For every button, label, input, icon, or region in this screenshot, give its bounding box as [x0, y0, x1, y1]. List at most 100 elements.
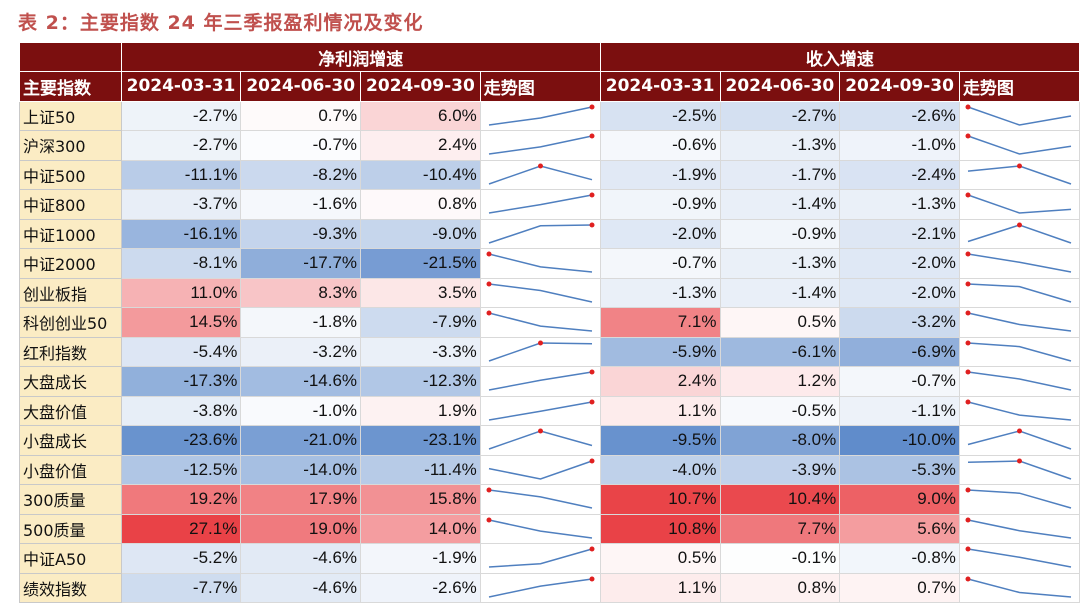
sparkline-revenue	[965, 251, 1072, 273]
profit-trend-cell	[479, 425, 601, 456]
sparkline-line	[967, 459, 1072, 480]
revenue-growth-cell: -1.4%	[719, 277, 841, 308]
group-header-profit: 净利润增速	[120, 42, 601, 72]
sparkline-peak-marker	[486, 487, 492, 493]
index-name: 大盘成长	[19, 366, 122, 397]
col-header-profit-q2: 2024-06-30	[240, 71, 362, 102]
sparkline-profit	[488, 104, 595, 126]
revenue-growth-cell: -0.9%	[599, 189, 721, 220]
revenue-growth-cell: -5.9%	[599, 336, 721, 367]
index-name: 创业板指	[19, 277, 122, 308]
sparkline-revenue	[965, 133, 1072, 156]
sparkline-revenue	[965, 399, 1072, 421]
sparkline-line	[967, 489, 1072, 509]
profit-trend-cell	[479, 189, 601, 220]
profit-growth-cell: -11.4%	[360, 454, 481, 485]
sparkline-line	[967, 312, 1072, 332]
sparkline-peak-marker	[965, 251, 971, 257]
revenue-trend-cell	[958, 484, 1080, 515]
profit-growth-cell: -1.0%	[240, 395, 362, 426]
sparkline-peak-marker	[537, 163, 543, 169]
revenue-growth-cell: -0.7%	[839, 366, 960, 397]
profit-growth-cell: -23.6%	[120, 425, 242, 456]
revenue-growth-cell: -2.5%	[599, 100, 721, 131]
revenue-growth-cell: -1.0%	[839, 130, 960, 161]
profit-trend-cell	[479, 159, 601, 190]
sparkline-peak-marker	[537, 340, 543, 346]
profit-growth-cell: -3.7%	[120, 189, 242, 220]
profit-trend-cell	[479, 572, 601, 603]
sparkline-line	[967, 430, 1072, 450]
revenue-trend-cell	[958, 395, 1080, 426]
profit-growth-cell: -5.4%	[120, 336, 242, 367]
profit-growth-cell: -4.6%	[240, 572, 362, 603]
revenue-trend-cell	[958, 513, 1080, 544]
table-row: 红利指数 -5.4% -3.2% -3.3% -5.9% -6.1% -6.9%	[19, 336, 1080, 367]
revenue-growth-cell: 1.2%	[719, 366, 841, 397]
profit-trend-cell	[479, 248, 601, 279]
table-body: 上证50 -2.7% 0.7% 6.0% -2.5% -2.7% -2.6% 沪深300 -2.…	[19, 100, 1080, 603]
revenue-trend-cell	[958, 159, 1080, 190]
sparkline-peak-marker	[965, 104, 971, 110]
profit-growth-cell: -9.3%	[240, 218, 362, 249]
revenue-trend-cell	[958, 218, 1080, 249]
sparkline-peak-marker	[1016, 458, 1022, 464]
table-row: 大盘成长 -17.3% -14.6% -12.3% 2.4% 1.2% -0.7%	[19, 366, 1080, 397]
profit-growth-cell: 19.0%	[240, 513, 362, 544]
sparkline-line	[488, 430, 592, 450]
sparkline-peak-marker	[589, 222, 595, 228]
sparkline-line	[488, 371, 592, 391]
sparkline-peak-marker	[486, 310, 492, 316]
sparkline-peak-marker	[486, 251, 492, 257]
profit-growth-cell: -17.3%	[120, 366, 242, 397]
revenue-trend-cell	[958, 100, 1080, 131]
index-name: 科创创业50	[19, 307, 122, 338]
sparkline-revenue	[965, 104, 1072, 126]
sparkline-profit	[488, 458, 595, 480]
index-name: 300质量	[19, 484, 122, 515]
sparkline-line	[488, 253, 592, 273]
sparkline-profit	[486, 517, 592, 539]
index-name: 上证50	[19, 100, 122, 131]
profit-growth-cell: -8.1%	[120, 248, 242, 279]
revenue-growth-cell: 0.5%	[719, 307, 841, 338]
sparkline-peak-marker	[965, 546, 971, 552]
revenue-growth-cell: -4.0%	[599, 454, 721, 485]
profit-growth-cell: -3.3%	[360, 336, 481, 367]
profit-growth-cell: -1.6%	[240, 189, 362, 220]
sparkline-peak-marker	[965, 517, 971, 523]
index-earnings-table: 净利润增速 收入增速 主要指数 2024-03-31 2024-06-30 20…	[19, 42, 1080, 603]
sparkline-profit	[488, 546, 595, 568]
revenue-growth-cell: -1.1%	[839, 395, 960, 426]
profit-growth-cell: -1.8%	[240, 307, 362, 338]
sparkline-revenue	[965, 517, 1072, 539]
profit-growth-cell: 15.8%	[360, 484, 481, 515]
sparkline-peak-marker	[965, 340, 971, 346]
revenue-growth-cell: -5.3%	[839, 454, 960, 485]
sparkline-line	[967, 164, 1072, 185]
sparkline-peak-marker	[589, 104, 595, 110]
revenue-growth-cell: 1.1%	[599, 395, 721, 426]
revenue-growth-cell: 10.8%	[599, 513, 721, 544]
profit-trend-cell	[479, 218, 601, 249]
sparkline-profit	[488, 222, 595, 244]
profit-trend-cell	[479, 543, 601, 574]
revenue-growth-cell: -1.7%	[719, 159, 841, 190]
profit-trend-cell	[479, 130, 601, 161]
col-header-revenue-trend: 走势图	[958, 71, 1080, 102]
profit-trend-cell	[479, 395, 601, 426]
revenue-growth-cell: -2.6%	[839, 100, 960, 131]
table-title: 表 2：主要指数 24 年三季报盈利情况及变化	[18, 12, 424, 34]
revenue-trend-cell	[958, 189, 1080, 220]
sparkline-revenue	[965, 192, 1071, 215]
sparkline-line	[967, 135, 1072, 156]
sparkline-revenue	[965, 576, 1072, 598]
sparkline-peak-marker	[589, 458, 595, 464]
sparkline-profit	[488, 163, 592, 185]
sparkline-profit	[488, 369, 595, 391]
index-name: 小盘成长	[19, 425, 122, 456]
profit-growth-cell: -2.7%	[120, 130, 242, 161]
revenue-growth-cell: 1.1%	[599, 572, 721, 603]
profit-trend-cell	[479, 454, 601, 485]
index-name: 500质量	[19, 513, 122, 544]
